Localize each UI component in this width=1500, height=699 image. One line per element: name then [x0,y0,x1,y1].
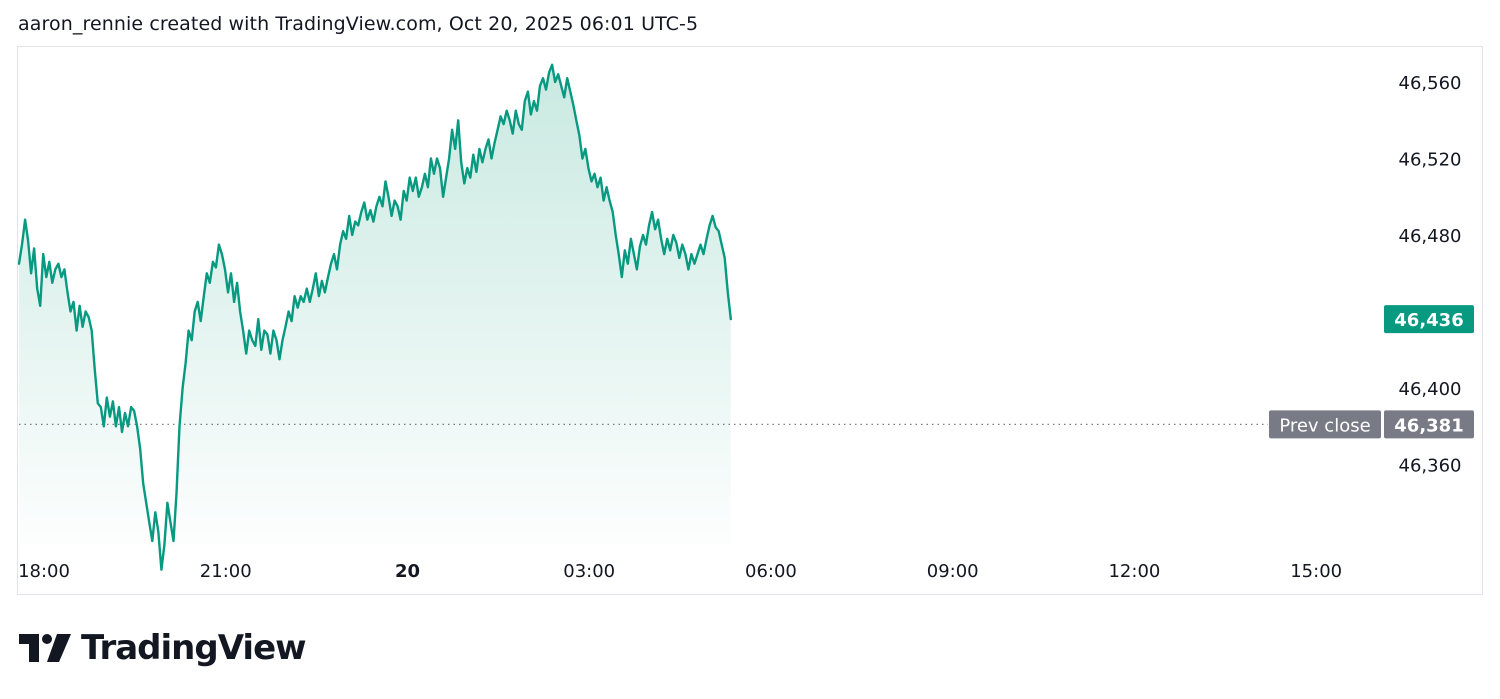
prev-close-tag-badge [1269,410,1381,439]
x-tick-label: 20 [395,561,420,582]
chart-attribution: aaron_rennie created with TradingView.co… [18,13,699,35]
area-fill [19,64,731,570]
x-tick-label: 15:00 [1290,561,1342,582]
price-axis[interactable]: 46,560 46,520 46,480 46,400 46,360 [1399,73,1462,477]
y-tick-label: 46,400 [1399,379,1462,400]
chart-panel[interactable]: 46,560 46,520 46,480 46,400 46,360 18:00 21:0… [17,46,1483,595]
y-tick-label: 46,480 [1399,226,1462,247]
last-price-label: 46,436 [1394,310,1463,331]
price-badges: 46,436 Prev close 46,381 [1269,305,1474,439]
last-price-badge [1384,305,1474,334]
tradingview-logo-icon [19,634,71,662]
prev-close-value-badge [1384,410,1474,439]
x-tick-label: 09:00 [927,561,979,582]
price-chart[interactable]: 46,560 46,520 46,480 46,400 46,360 18:00 21:0… [18,47,1484,596]
x-tick-label: 12:00 [1108,561,1160,582]
y-tick-label: 46,520 [1399,150,1462,171]
tradingview-logo[interactable]: TradingView [19,628,307,668]
y-tick-label: 46,360 [1399,456,1462,477]
prev-close-value-label: 46,381 [1394,415,1463,436]
x-tick-label: 03:00 [563,561,615,582]
x-tick-label: 06:00 [745,561,797,582]
prev-close-tag-label: Prev close [1279,415,1370,436]
area-fill-path [19,64,731,570]
tradingview-wordmark: TradingView [81,628,307,668]
time-axis[interactable]: 18:00 21:00 20 03:00 06:00 09:00 12:00 15:00 [18,561,1342,582]
x-tick-label: 18:00 [18,561,70,582]
y-tick-label: 46,560 [1399,73,1462,94]
price-line-path [18,63,732,571]
x-tick-label: 21:00 [200,561,252,582]
price-line [18,63,732,571]
